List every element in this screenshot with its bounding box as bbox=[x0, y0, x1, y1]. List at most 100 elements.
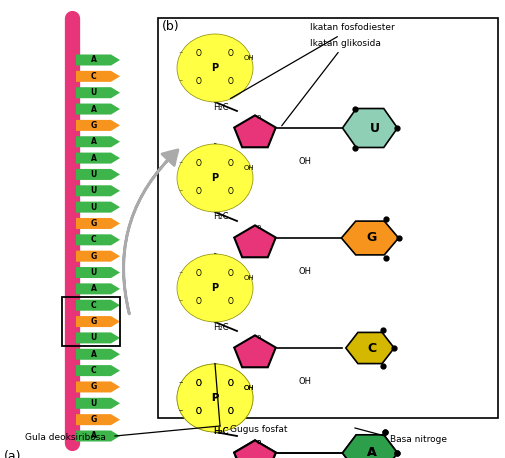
FancyArrow shape bbox=[76, 218, 120, 229]
Text: P: P bbox=[211, 63, 218, 73]
FancyArrow shape bbox=[76, 365, 120, 376]
FancyArrow shape bbox=[76, 55, 120, 65]
Text: A: A bbox=[367, 447, 376, 458]
Text: U: U bbox=[90, 170, 96, 179]
FancyArrow shape bbox=[76, 153, 120, 164]
Text: O: O bbox=[195, 408, 201, 416]
FancyArrow shape bbox=[76, 398, 120, 409]
Text: O: O bbox=[228, 408, 233, 416]
Text: ⁻: ⁻ bbox=[178, 298, 183, 306]
Ellipse shape bbox=[177, 254, 252, 322]
Text: o: o bbox=[257, 334, 261, 340]
Polygon shape bbox=[342, 435, 397, 458]
Text: Ikatan glikosida: Ikatan glikosida bbox=[281, 38, 380, 126]
Text: C: C bbox=[90, 72, 96, 81]
Polygon shape bbox=[234, 115, 275, 147]
FancyArrow shape bbox=[76, 202, 120, 213]
Text: A: A bbox=[90, 284, 96, 294]
FancyArrowPatch shape bbox=[123, 150, 178, 314]
Text: O: O bbox=[228, 380, 233, 388]
Text: G: G bbox=[90, 219, 96, 228]
FancyArrow shape bbox=[76, 349, 120, 360]
FancyArrow shape bbox=[76, 267, 120, 278]
Polygon shape bbox=[345, 333, 393, 364]
FancyArrow shape bbox=[76, 316, 120, 327]
FancyArrow shape bbox=[76, 104, 120, 114]
Text: P: P bbox=[211, 393, 218, 403]
FancyArrow shape bbox=[76, 136, 120, 147]
Text: A: A bbox=[90, 350, 96, 359]
Text: O: O bbox=[195, 159, 201, 169]
Text: ⁻: ⁻ bbox=[178, 49, 183, 59]
Text: OH: OH bbox=[243, 385, 254, 391]
Text: O: O bbox=[195, 49, 201, 59]
Text: ⁻: ⁻ bbox=[178, 408, 183, 416]
Text: O: O bbox=[195, 298, 201, 306]
Text: H₂C: H₂C bbox=[213, 427, 228, 436]
FancyArrow shape bbox=[76, 251, 120, 262]
Text: O: O bbox=[195, 380, 201, 388]
Text: (a): (a) bbox=[4, 450, 21, 458]
Text: H₂C: H₂C bbox=[213, 322, 228, 332]
FancyArrow shape bbox=[76, 87, 120, 98]
Text: ⁻: ⁻ bbox=[178, 77, 183, 87]
Text: P: P bbox=[211, 393, 218, 403]
Text: OH: OH bbox=[243, 275, 254, 281]
Text: Ikatan fosfodiester: Ikatan fosfodiester bbox=[230, 23, 394, 98]
Polygon shape bbox=[234, 440, 275, 458]
Text: H₂C: H₂C bbox=[213, 427, 228, 436]
FancyArrow shape bbox=[76, 185, 120, 196]
FancyArrow shape bbox=[76, 431, 120, 442]
Text: o: o bbox=[257, 114, 261, 120]
Text: U: U bbox=[90, 186, 96, 195]
Text: A: A bbox=[90, 431, 96, 441]
Text: G: G bbox=[90, 317, 96, 326]
Text: ⁻: ⁻ bbox=[178, 187, 183, 196]
Text: ⁻: ⁻ bbox=[178, 380, 183, 388]
Text: O: O bbox=[195, 380, 201, 388]
Text: P: P bbox=[211, 173, 218, 183]
Text: o: o bbox=[257, 439, 261, 445]
Text: (b): (b) bbox=[162, 20, 179, 33]
Text: G: G bbox=[90, 382, 96, 392]
Text: C: C bbox=[367, 342, 376, 354]
Ellipse shape bbox=[177, 144, 252, 212]
Text: G: G bbox=[90, 252, 96, 261]
Text: O: O bbox=[228, 159, 233, 169]
Polygon shape bbox=[341, 221, 398, 255]
FancyArrow shape bbox=[76, 382, 120, 393]
Text: O: O bbox=[195, 408, 201, 416]
Text: G: G bbox=[90, 121, 96, 130]
Text: o: o bbox=[257, 224, 261, 230]
Text: ⁻: ⁻ bbox=[178, 380, 183, 388]
FancyArrow shape bbox=[76, 120, 120, 131]
Text: Gula deoksiribosa: Gula deoksiribosa bbox=[25, 434, 106, 442]
Text: U: U bbox=[90, 88, 96, 97]
Text: Basa nitroge: Basa nitroge bbox=[389, 436, 446, 445]
Text: C: C bbox=[90, 366, 96, 375]
Text: O: O bbox=[228, 380, 233, 388]
Ellipse shape bbox=[177, 364, 252, 432]
Text: C: C bbox=[90, 235, 96, 244]
Text: O: O bbox=[228, 77, 233, 87]
Text: O: O bbox=[228, 187, 233, 196]
Text: A: A bbox=[90, 104, 96, 114]
Text: A: A bbox=[367, 447, 376, 458]
Text: OH: OH bbox=[298, 267, 311, 276]
Text: Gugus fosfat: Gugus fosfat bbox=[230, 425, 287, 435]
Text: O: O bbox=[195, 269, 201, 278]
Text: C: C bbox=[90, 301, 96, 310]
Text: G: G bbox=[366, 231, 376, 245]
Text: OH: OH bbox=[243, 55, 254, 61]
Polygon shape bbox=[342, 435, 397, 458]
Text: U: U bbox=[90, 333, 96, 343]
Bar bbox=[158, 18, 497, 418]
Text: O: O bbox=[228, 269, 233, 278]
Text: H₂C: H₂C bbox=[213, 103, 228, 111]
Text: P: P bbox=[211, 283, 218, 293]
Polygon shape bbox=[234, 335, 275, 367]
Text: ⁻: ⁻ bbox=[178, 159, 183, 169]
FancyArrow shape bbox=[76, 414, 120, 425]
Text: A: A bbox=[90, 55, 96, 65]
Text: A: A bbox=[90, 153, 96, 163]
